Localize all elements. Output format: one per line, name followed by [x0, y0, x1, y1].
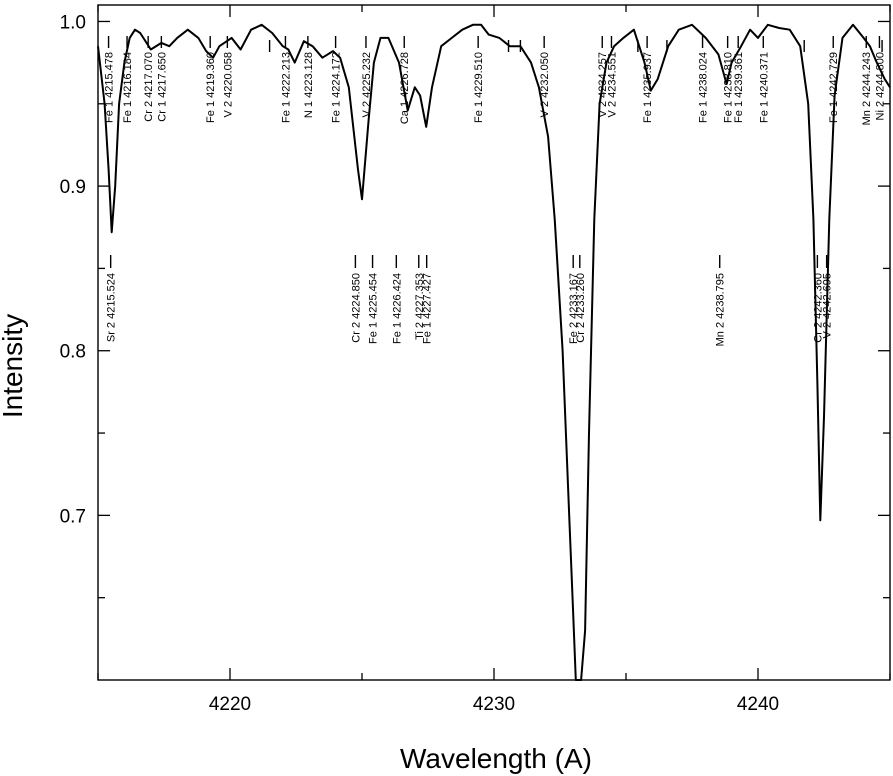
- line-id-label: Cr 2 4233.260: [575, 273, 587, 343]
- line-id-label: Mn 2 4238.795: [715, 273, 727, 346]
- line-id-label: Mn 2 4244.243: [861, 52, 873, 125]
- line-id-label: Fe 1 4240.371: [758, 52, 770, 123]
- x-axis-title: Wavelength (A): [400, 743, 592, 774]
- line-id-label: Fe 1 4239.361: [733, 52, 745, 123]
- line-id-label: Sr 2 4215.524: [106, 273, 118, 342]
- line-id-label: V 2 4232.050: [539, 52, 551, 117]
- line-id-label: Fe 2 4233.167: [568, 273, 580, 344]
- line-id-label: Fe 1 4238.810: [723, 52, 735, 123]
- axis-ticks: [97, 5, 891, 680]
- line-id-label: Fe 1 4215.478: [104, 52, 116, 123]
- y-axis-title: Intensity: [0, 314, 28, 418]
- line-id-labels: Fe 1 4215.478 Sr 2 4215.524 Fe 1 4216.184 C…: [104, 52, 887, 346]
- line-id-label: Ni 2 4244.800: [874, 52, 886, 121]
- line-id-label: Fe 1 4227.427: [422, 273, 434, 344]
- line-id-label: Cr 1 4217.650: [156, 52, 168, 122]
- x-tick-label: 4220: [209, 694, 251, 715]
- line-id-label: N 1 4223.128: [303, 52, 315, 118]
- x-tick-label: 4240: [737, 694, 779, 715]
- line-id-label: Fe 1 4219.360: [205, 52, 217, 123]
- y-tick-label: 0.7: [60, 506, 86, 527]
- line-id-label: Fe 1 4238.024: [698, 52, 710, 123]
- line-id-label: Fe 1 4216.184: [122, 52, 134, 123]
- tick-labels: 4220 4230 4240 0.7 0.8 0.9 1.0: [60, 12, 780, 715]
- line-id-label: Fe 1 4226.424: [391, 273, 403, 344]
- line-id-label: Fe 1 4224.172: [331, 52, 343, 123]
- y-tick-label: 1.0: [60, 12, 86, 33]
- line-id-label: Fe 1 4229.510: [473, 52, 485, 123]
- y-tick-label: 0.8: [60, 342, 86, 363]
- line-id-label: Cr 2 4224.850: [350, 273, 362, 343]
- x-tick-label: 4230: [473, 694, 515, 715]
- line-id-label: Fe 1 4225.454: [368, 273, 380, 344]
- line-id-label: Fe 1 4222.213: [280, 52, 292, 123]
- line-id-label: Cr 2 4217.070: [143, 52, 155, 122]
- spectrum-line: [97, 23, 891, 681]
- line-id-label: Ti 2 4227.353: [414, 273, 426, 340]
- y-tick-label: 0.9: [60, 177, 86, 198]
- line-id-label: Ca 1 4226.728: [399, 52, 411, 124]
- line-id-label: V 2 4234.551: [607, 52, 619, 117]
- line-id-label: V 2 4220.058: [222, 52, 234, 117]
